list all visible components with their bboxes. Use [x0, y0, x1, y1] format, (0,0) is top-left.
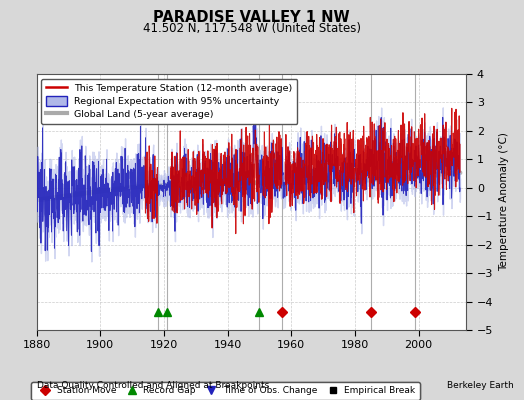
- Text: PARADISE VALLEY 1 NW: PARADISE VALLEY 1 NW: [153, 10, 350, 25]
- Text: 41.502 N, 117.548 W (United States): 41.502 N, 117.548 W (United States): [143, 22, 361, 35]
- Text: Berkeley Earth: Berkeley Earth: [447, 381, 514, 390]
- Legend: Station Move, Record Gap, Time of Obs. Change, Empirical Break: Station Move, Record Gap, Time of Obs. C…: [31, 382, 420, 400]
- Y-axis label: Temperature Anomaly (°C): Temperature Anomaly (°C): [499, 132, 509, 272]
- Text: Data Quality Controlled and Aligned at Breakpoints: Data Quality Controlled and Aligned at B…: [37, 381, 269, 390]
